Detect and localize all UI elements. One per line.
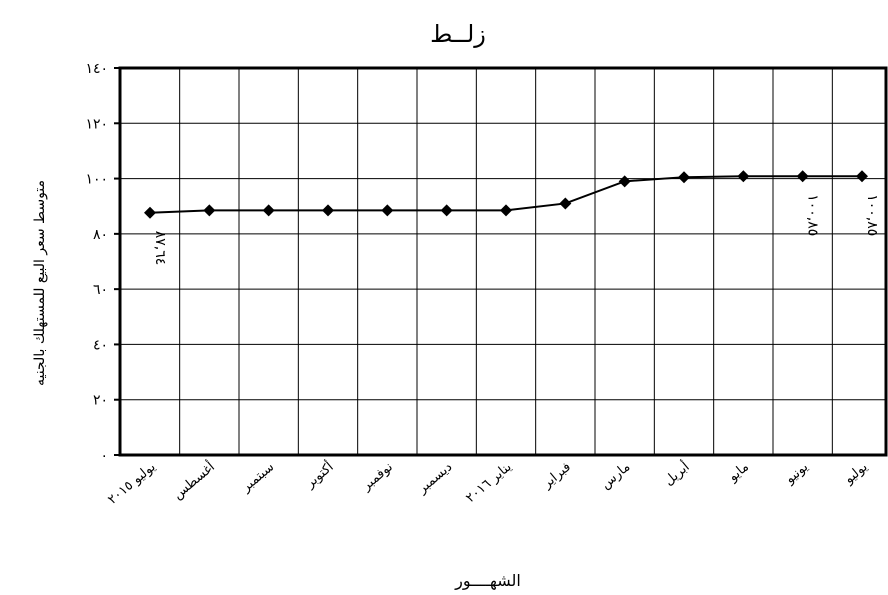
x-tick-label: فبراير [539,460,574,493]
x-tick-label: أكتوبر [301,458,337,492]
y-tick-label: ٤٠ [93,337,108,353]
data-point [144,206,156,219]
x-tick-label: يونيو [782,459,812,487]
x-tick-labels: يوليو ٢٠١٥ أغسطس سبتمبر أكتوبر نوفمبر ديسمبر ي… [105,458,871,508]
y-tick-label: ٨٠ [93,227,108,243]
y-tick-label: ٢٠ [93,393,108,409]
data-point [678,171,690,184]
grid [114,67,886,456]
x-tick-label: يوليو ٢٠١٥ [105,459,159,507]
data-point [856,170,868,183]
plot-frame [118,66,888,457]
x-tick-label: مارس [598,460,633,493]
x-axis-label: الشهــــور [454,571,521,591]
x-tick-label: سبتمبر [238,460,277,496]
data-label: ١٠٠,٨٥ [864,194,880,236]
x-tick-label: ديسمبر [414,459,455,497]
y-axis-label: متوسط سعر البيع للمستهلك بالجنيه [32,180,48,386]
x-tick-label: مايو [725,460,752,486]
data-labels: ٨٧,٦٤ ١٠٠,٨٥ ١٠٠,٨٥ [152,194,880,265]
data-point [500,204,512,217]
y-tick-label: ١٢٠ [85,116,108,132]
data-point [203,204,216,217]
x-tick-label: يناير ٢٠١٦ [463,459,515,506]
data-label: ٨٧,٦٤ [152,231,168,266]
y-tick-label: ٦٠ [93,282,108,298]
y-tick-label: ١٠٠ [85,172,108,188]
data-point [559,197,572,210]
data-label: ١٠٠,٨٥ [805,194,821,236]
y-tick-label: ١٤٠ [85,61,108,77]
data-point [381,204,394,217]
chart-title: زلــط [430,20,486,48]
data-point [737,170,750,183]
data-point [322,204,334,217]
data-point [796,170,809,183]
y-tick-label: ٠ [100,448,108,464]
data-point [440,204,453,217]
data-points [144,170,868,219]
x-tick-label: نوفمبر [359,460,396,495]
x-tick-label: أبريل [660,458,692,489]
y-tick-labels: ٠ ٢٠ ٤٠ ٦٠ ٨٠ ١٠٠ ١٢٠ ١٤٠ [85,61,108,464]
data-point [262,204,275,217]
x-tick-label: يوليو [841,459,871,487]
data-point [618,175,631,188]
x-tick-label: أغسطس [169,458,218,503]
